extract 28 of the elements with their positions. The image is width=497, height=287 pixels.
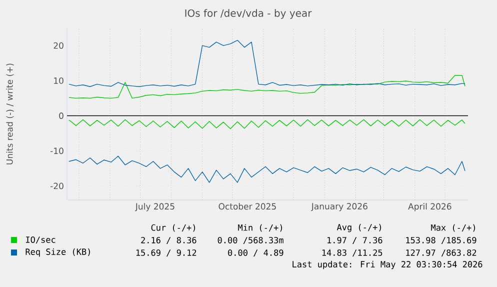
x-tick-label: October 2025 [218, 203, 276, 210]
legend-label: IO/sec [26, 236, 56, 244]
text: Min (-/+) [238, 224, 282, 232]
text: 15.69 / 9.12 [136, 249, 196, 257]
text: Max (-/+) [431, 224, 476, 232]
y-tick-label: 0 [59, 112, 64, 119]
y-axis-title: Units read (-) / write (+) [6, 64, 14, 164]
text: Avg (-/+) [336, 224, 382, 232]
x-tick-label: January 2026 [310, 203, 368, 212]
x-tick-label: July 2025 [134, 203, 174, 212]
y-tick-label: 10 [54, 77, 64, 84]
y-tick-label: -20 [50, 182, 64, 190]
text: 2.16 / 8.36 [141, 236, 196, 244]
text: 0.00 /568.33m [218, 236, 284, 244]
y-tick-label: 20 [54, 42, 64, 49]
text: 127.97 /863.82 [406, 249, 476, 257]
text: 1.97 / 7.36 [328, 236, 382, 244]
chart-title: IOs for /dev/vda - by year [185, 9, 312, 19]
legend-label: Req Size (KB) [26, 248, 90, 257]
x-tick-label: April 2026 [408, 203, 452, 212]
text: 14.83 /11.25 [322, 249, 382, 257]
text: Cur (-/+) [151, 224, 196, 232]
line-series [68, 75, 466, 99]
line-series [68, 119, 466, 130]
text: 0.00 / 4.89 [228, 249, 284, 257]
text: 153.98 /185.69 [406, 236, 476, 244]
y-tick-label: -10 [50, 148, 64, 154]
text: Last update: Fri May 22 03:30:54 2026 [292, 260, 482, 270]
